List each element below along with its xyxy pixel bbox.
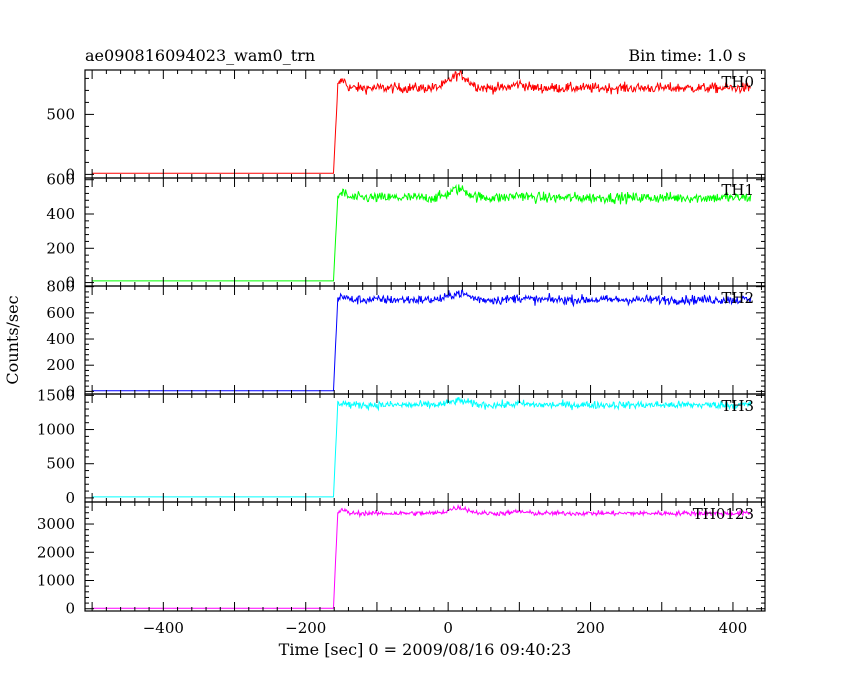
panel-th2: 0 200 400 600 800 TH2 [46,278,766,400]
series-label-th0: TH0 [721,73,754,91]
series-line-th3 [92,396,752,498]
panels: 0 500 TH0 0 200 400 600 TH1 0 200 400 600 800 TH2 0 500… [37,69,766,618]
y-tick-label: 3000 [37,515,75,533]
y-tick-label: 800 [46,278,75,296]
x-tick-label: −200 [285,619,326,637]
panel-th1: 0 200 400 600 TH1 [46,171,766,292]
y-axis-label: Counts/sec [3,295,22,384]
series-label-th0123: TH0123 [693,505,754,523]
series-line-th0123 [92,503,752,609]
x-tick-label: 400 [719,619,748,637]
x-tick-label: 200 [576,619,605,637]
panel-frame [84,177,766,287]
y-tick-label: 600 [46,304,75,322]
panel-th3: 0 500 1000 1500 TH3 [37,386,766,507]
y-tick-label: 400 [46,205,75,223]
x-axis-label: Time [sec] 0 = 2009/08/16 09:40:23 [279,640,572,659]
x-tick-label: 0 [443,619,453,637]
y-tick-label: 500 [46,455,75,473]
y-tick-label: 0 [65,274,75,292]
y-tick-label: 500 [46,105,75,123]
y-tick-label: 2000 [37,543,75,561]
panel-frame [84,393,766,503]
chart-title: ae090816094023_wam0_trn [85,46,315,65]
panel-th0123: 0 1000 2000 3000 TH0123 [37,501,766,618]
y-tick-label: 0 [65,489,75,507]
series-line-th1 [92,183,752,282]
series-label-th1: TH1 [721,181,754,199]
series-line-th2 [92,289,752,392]
y-tick-label: 0 [65,600,75,618]
y-tick-label: 200 [46,356,75,374]
panel-frame [84,285,766,395]
series-label-th2: TH2 [721,289,754,307]
x-axis-ticks: −400 −200 0 200 400 [143,619,748,637]
y-tick-label: 600 [46,171,75,189]
y-tick-label: 200 [46,239,75,257]
series-line-th0 [92,70,752,174]
y-tick-label: 1500 [37,386,75,404]
y-tick-label: 1000 [37,572,75,590]
panel-th0: 0 500 TH0 [46,69,766,183]
panel-frame [84,501,766,612]
bin-time-label: Bin time: 1.0 s [628,46,746,65]
y-tick-label: 0 [65,382,75,400]
panel-frame [84,69,766,179]
series-label-th3: TH3 [721,397,754,415]
y-tick-label: 0 [65,165,75,183]
x-tick-label: −400 [143,619,184,637]
y-tick-label: 1000 [37,421,75,439]
y-tick-label: 400 [46,330,75,348]
